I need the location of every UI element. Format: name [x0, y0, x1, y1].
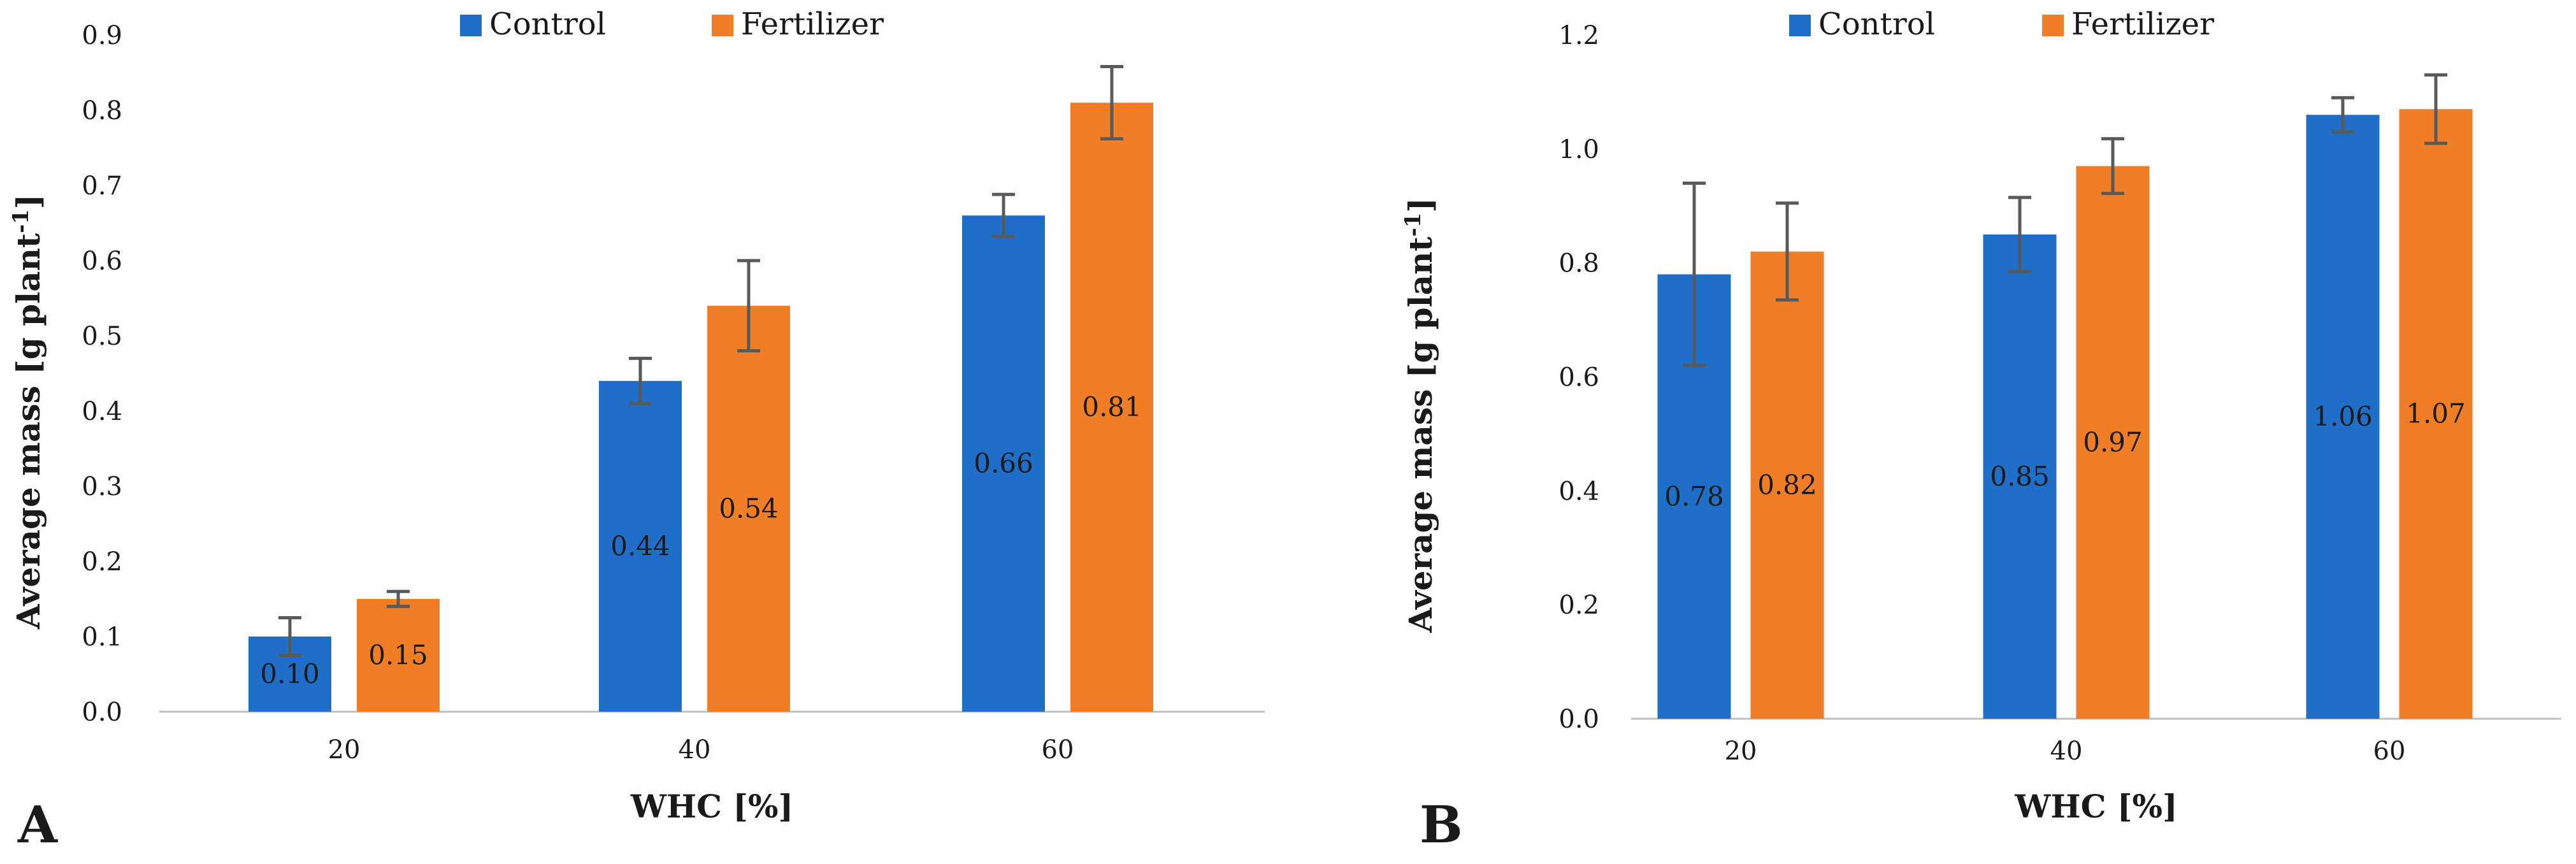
data-label: 0.44	[610, 530, 670, 561]
legend-swatch-fertilizer	[2042, 15, 2064, 36]
data-label: 0.82	[1757, 469, 1817, 500]
y-tick-label: 1.0	[1558, 135, 1599, 164]
y-tick-label: 0.6	[1558, 363, 1599, 392]
data-label: 0.10	[260, 658, 320, 689]
legend-swatch-control	[1789, 15, 1811, 36]
y-axis-title: Average mass [g plant-1]	[8, 194, 47, 630]
data-label: 0.97	[2083, 426, 2143, 457]
data-label: 0.81	[1082, 391, 1142, 422]
data-label: 1.06	[2313, 401, 2373, 432]
x-tick-label: 40	[679, 735, 711, 765]
bar-fertilizer-20	[357, 599, 440, 712]
data-label: 0.66	[974, 448, 1033, 479]
y-tick-label: 0.8	[82, 96, 122, 126]
y-tick-label: 0.7	[82, 171, 122, 201]
y-tick-label: 0.3	[82, 472, 122, 501]
legend-label-fertilizer: Fertilizer	[2071, 6, 2214, 42]
bar-control-40	[599, 380, 682, 712]
y-tick-label: 0.4	[82, 397, 122, 426]
legend-label-fertilizer: Fertilizer	[741, 6, 884, 42]
y-tick-label: 0.0	[1558, 705, 1599, 734]
data-label: 0.78	[1664, 480, 1724, 512]
y-tick-label: 0.2	[1558, 591, 1599, 620]
x-tick-label: 20	[1725, 737, 1757, 766]
legend-swatch-control	[460, 15, 482, 36]
panel-label: A	[17, 795, 58, 854]
data-label: 1.07	[2406, 398, 2466, 429]
bar-fertilizer-60	[2399, 109, 2473, 719]
y-tick-label: 1.2	[1558, 21, 1599, 50]
y-tick-label: 0.8	[1558, 249, 1599, 278]
bar-fertilizer-60	[1070, 103, 1153, 712]
legend-swatch-fertilizer	[712, 15, 733, 36]
y-tick-label: 0.4	[1558, 477, 1599, 506]
y-tick-label: 0.9	[82, 21, 122, 50]
chart-panel-b: 0.0 0.2 0.4 0.6 0.8 1.0 1.2 0.78 0.85 1.06 0.82 0.9…	[1400, 6, 2561, 854]
bar-control-40	[1983, 234, 2057, 719]
bar-fertilizer-40	[707, 305, 790, 712]
panel-label: B	[1420, 795, 1463, 854]
data-label: 0.54	[719, 493, 779, 524]
y-tick-label: 0.1	[82, 623, 122, 652]
y-axis-title: Average mass [g plant-1]	[1400, 198, 1439, 633]
data-label: 0.85	[1990, 461, 2050, 492]
x-axis-title: WHC [%]	[2014, 788, 2177, 825]
bar-fertilizer-40	[2076, 166, 2150, 719]
x-axis-title: WHC [%]	[630, 788, 793, 825]
y-tick-label: 0.2	[82, 547, 122, 577]
y-tick-label: 0.0	[82, 698, 122, 727]
x-tick-label: 40	[2050, 737, 2083, 766]
bar-control-60	[2306, 115, 2380, 719]
y-tick-label: 0.5	[82, 322, 122, 351]
chart-panel-a: 0.0 0.1 0.2 0.3 0.4 0.5 0.6 0.7 0.8 0.9 0.10 0.44 0.…	[8, 6, 1265, 854]
y-tick-label: 0.6	[82, 247, 122, 276]
legend-label-control: Control	[1818, 6, 1935, 42]
data-label: 0.15	[368, 640, 428, 671]
bar-fertilizer-20	[1750, 251, 1824, 719]
x-tick-label: 60	[1042, 735, 1074, 765]
x-tick-label: 20	[328, 735, 361, 765]
x-tick-label: 60	[2373, 737, 2406, 766]
legend-label-control: Control	[489, 6, 606, 42]
bar-control-60	[962, 215, 1045, 712]
